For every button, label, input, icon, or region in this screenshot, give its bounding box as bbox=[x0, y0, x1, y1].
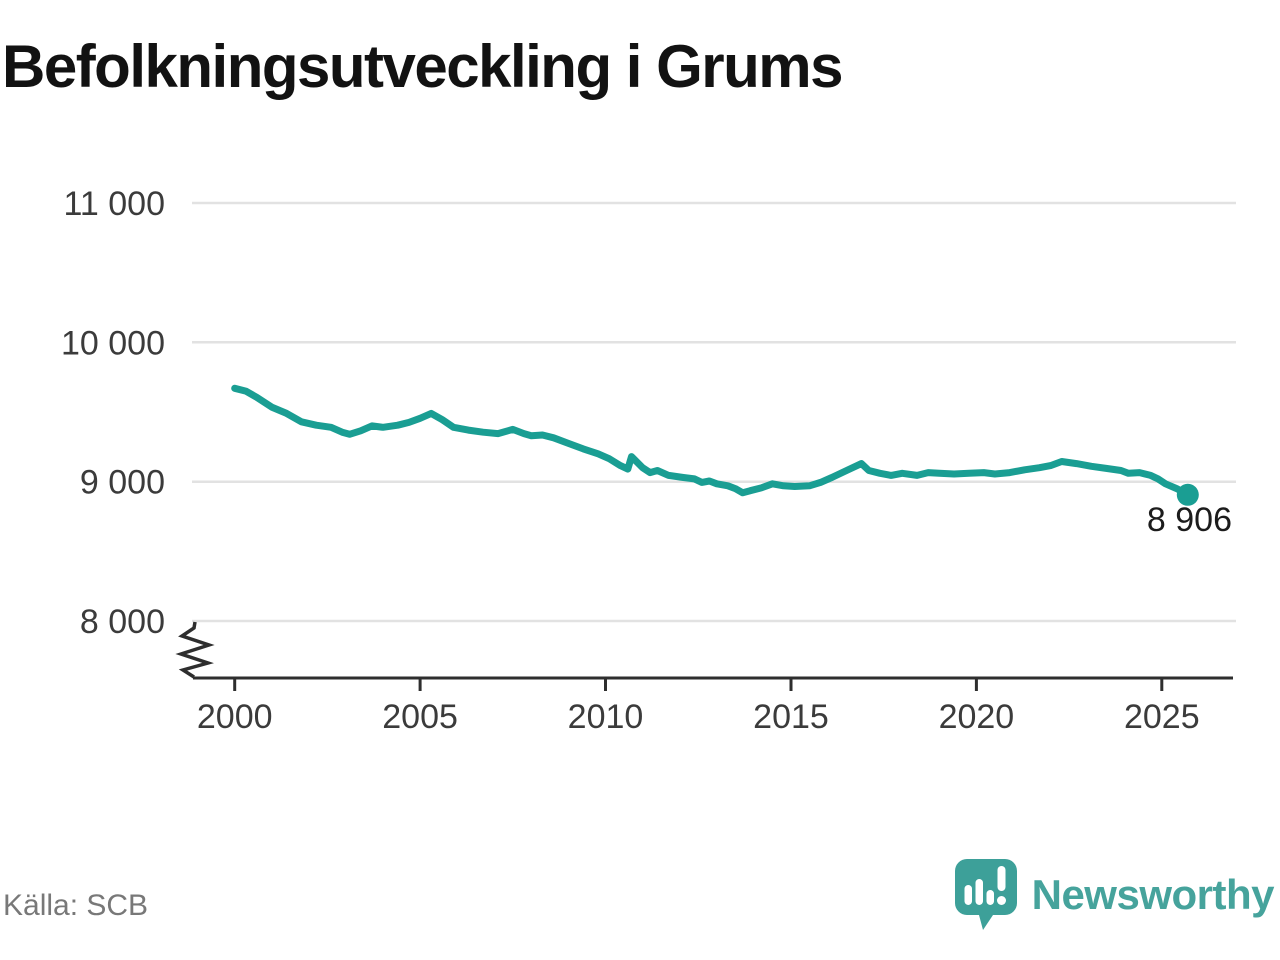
x-tick-label: 2020 bbox=[939, 698, 1015, 736]
y-tick-label: 8 000 bbox=[80, 603, 165, 641]
source-label: Källa: SCB bbox=[3, 889, 149, 922]
y-tick-label: 10 000 bbox=[61, 324, 165, 362]
logo-exclamation-bar bbox=[997, 866, 1006, 891]
series-line-group: 8 906 bbox=[231, 384, 1232, 539]
logo-bar-1 bbox=[964, 885, 972, 905]
logo-bubble-shape bbox=[954, 859, 1017, 930]
logo-exclamation-dot bbox=[996, 896, 1006, 905]
y-tick-label: 11 000 bbox=[64, 185, 165, 223]
x-tick-label: 2025 bbox=[1124, 698, 1200, 736]
logo-bar-2 bbox=[975, 879, 983, 905]
x-ticks bbox=[233, 678, 1164, 691]
x-axis-labels: 2000 2005 2010 2015 2020 2025 bbox=[197, 698, 1200, 736]
x-tick-label: 2005 bbox=[382, 698, 458, 736]
newsworthy-bubble-icon bbox=[954, 859, 1017, 930]
x-tick-label: 2010 bbox=[568, 698, 644, 736]
page-title: Befolkningsutveckling i Grums bbox=[2, 33, 844, 100]
y-tick-label: 9 000 bbox=[80, 464, 165, 502]
x-axis: 2000 2005 2010 2015 2020 2025 bbox=[175, 621, 1233, 736]
x-tick-label: 2015 bbox=[753, 698, 829, 736]
y-axis-labels: 8 000 9 000 10 000 11 000 bbox=[61, 185, 165, 641]
population-series-line bbox=[231, 384, 1192, 499]
gridlines bbox=[192, 201, 1236, 623]
newsworthy-logo: Newsworthy bbox=[954, 858, 1275, 931]
end-point-dot bbox=[1176, 483, 1199, 506]
logo-bar-3 bbox=[986, 890, 994, 905]
end-value-label: 8 906 bbox=[1147, 501, 1232, 539]
axis-break-icon bbox=[175, 621, 215, 679]
x-tick-label: 2000 bbox=[197, 698, 273, 736]
newsworthy-wordmark: Newsworthy bbox=[1031, 870, 1275, 918]
